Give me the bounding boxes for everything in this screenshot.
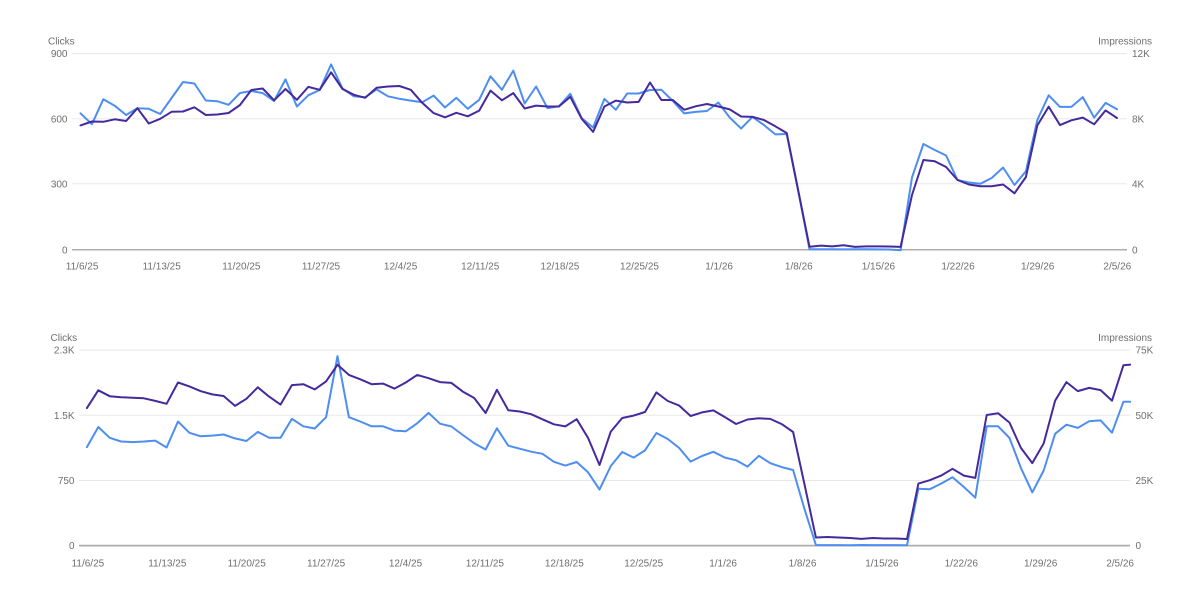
svg-text:750: 750 (58, 476, 75, 487)
svg-text:12/25/25: 12/25/25 (624, 559, 663, 570)
svg-text:1/8/26: 1/8/26 (785, 262, 813, 273)
svg-text:Clicks: Clicks (51, 333, 78, 344)
svg-text:0: 0 (1132, 245, 1138, 256)
svg-text:2/5/26: 2/5/26 (1106, 559, 1134, 570)
svg-text:1/15/26: 1/15/26 (865, 559, 899, 570)
svg-text:11/6/25: 11/6/25 (72, 559, 105, 570)
svg-text:1/1/26: 1/1/26 (709, 559, 737, 570)
svg-text:12/4/25: 12/4/25 (389, 559, 423, 570)
svg-text:50K: 50K (1136, 411, 1154, 422)
svg-text:12/25/25: 12/25/25 (620, 262, 659, 273)
svg-text:2/5/26: 2/5/26 (1103, 262, 1131, 273)
svg-text:12K: 12K (1132, 49, 1150, 60)
svg-text:11/27/25: 11/27/25 (307, 559, 346, 570)
svg-text:12/18/25: 12/18/25 (545, 559, 584, 570)
svg-text:1/15/26: 1/15/26 (862, 262, 896, 273)
svg-text:25K: 25K (1136, 476, 1154, 487)
svg-text:8K: 8K (1132, 114, 1145, 125)
svg-text:Clicks: Clicks (48, 36, 75, 47)
svg-text:11/20/25: 11/20/25 (222, 262, 261, 273)
svg-text:Impressions: Impressions (1098, 36, 1152, 47)
svg-text:0: 0 (69, 541, 75, 552)
svg-text:11/13/25: 11/13/25 (148, 559, 187, 570)
svg-text:75K: 75K (1136, 346, 1154, 357)
svg-text:0: 0 (62, 245, 68, 256)
svg-text:11/6/25: 11/6/25 (66, 262, 99, 273)
svg-text:12/11/25: 12/11/25 (466, 559, 505, 570)
svg-text:1/8/26: 1/8/26 (789, 559, 817, 570)
svg-text:1/22/26: 1/22/26 (945, 559, 979, 570)
svg-text:Impressions: Impressions (1098, 333, 1152, 344)
svg-text:12/18/25: 12/18/25 (540, 262, 579, 273)
svg-text:1/29/26: 1/29/26 (1021, 262, 1055, 273)
svg-text:1.5K: 1.5K (54, 411, 75, 422)
svg-text:900: 900 (51, 49, 68, 60)
svg-text:11/20/25: 11/20/25 (228, 559, 267, 570)
svg-text:300: 300 (51, 179, 68, 190)
svg-text:2.3K: 2.3K (54, 346, 75, 357)
svg-text:11/27/25: 11/27/25 (302, 262, 341, 273)
svg-text:0: 0 (1136, 541, 1142, 552)
svg-text:12/11/25: 12/11/25 (461, 262, 500, 273)
svg-text:11/13/25: 11/13/25 (143, 262, 182, 273)
svg-text:1/22/26: 1/22/26 (941, 262, 975, 273)
svg-text:600: 600 (51, 114, 68, 125)
svg-text:12/4/25: 12/4/25 (384, 262, 418, 273)
svg-text:4K: 4K (1132, 179, 1145, 190)
svg-text:1/1/26: 1/1/26 (705, 262, 733, 273)
svg-text:1/29/26: 1/29/26 (1024, 559, 1058, 570)
